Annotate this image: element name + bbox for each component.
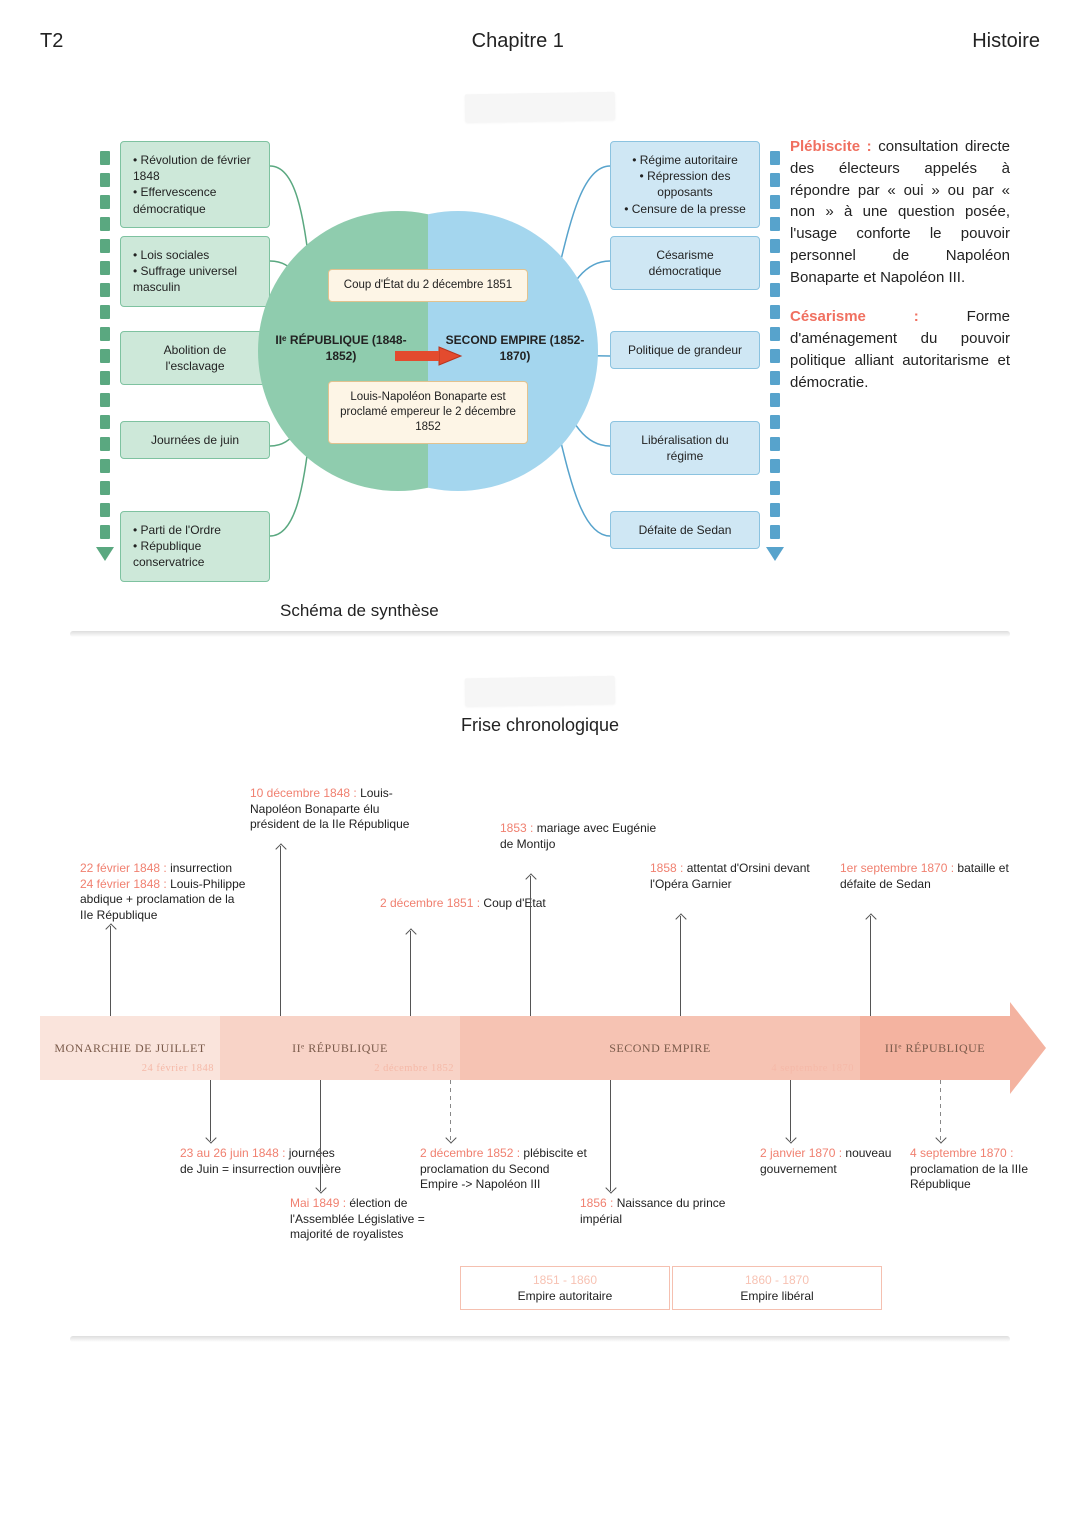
timeline-event: 1853 : mariage avec Eugénie de Montijo bbox=[500, 821, 670, 852]
event-connector bbox=[410, 931, 411, 1016]
frise-title: Frise chronologique bbox=[40, 715, 1040, 736]
event-connector bbox=[320, 1080, 321, 1191]
timeline-event: 1er septembre 1870 : bataille et défaite… bbox=[840, 861, 1010, 892]
timeline-event: 22 février 1848 : insurrection24 février… bbox=[80, 861, 250, 923]
event-connector bbox=[450, 1080, 451, 1141]
proclamation-box: Louis-Napoléon Bonaparte est proclamé em… bbox=[328, 381, 528, 444]
def-plebiscite: consultation directe des électeurs appel… bbox=[790, 138, 1010, 286]
divider-shadow bbox=[70, 631, 1010, 637]
timeline-event: 23 au 26 juin 1848 : journées de Juin = … bbox=[180, 1146, 350, 1177]
schema-diagram: Révolution de février 1848Effervescence … bbox=[40, 131, 1040, 621]
event-connector bbox=[790, 1080, 791, 1141]
timeline-segment: IIᵉ RÉPUBLIQUE2 décembre 1852 bbox=[220, 1016, 460, 1080]
divider-shadow-2 bbox=[70, 1336, 1010, 1342]
schema-caption: Schéma de synthèse bbox=[280, 601, 439, 621]
center-circle: IIᵉ RÉPUBLIQUE (1848-1852) SECOND EMPIRE… bbox=[258, 211, 598, 491]
event-connector bbox=[940, 1080, 941, 1141]
timeline-event: 2 décembre 1852 : plébiscite et proclama… bbox=[420, 1146, 590, 1193]
phase-box: 1851 - 1860Empire autoritaire bbox=[460, 1266, 670, 1310]
phase-box: 1860 - 1870Empire libéral bbox=[672, 1266, 882, 1310]
header-right: Histoire bbox=[972, 30, 1040, 53]
timeline-event: 1858 : attentat d'Orsini devant l'Opéra … bbox=[650, 861, 820, 892]
red-arrow-icon bbox=[393, 341, 463, 371]
header-left: T2 bbox=[40, 30, 63, 53]
timeline: MONARCHIE DE JUILLET24 février 1848IIᵉ R… bbox=[40, 766, 1040, 1326]
coup-etat-box: Coup d'État du 2 décembre 1851 bbox=[328, 269, 528, 302]
timeline-event: 2 janvier 1870 : nouveau gouvernement bbox=[760, 1146, 930, 1177]
event-connector bbox=[870, 916, 871, 1016]
timeline-segment: SECOND EMPIRE4 septembre 1870 bbox=[460, 1016, 860, 1080]
timeline-event: 2 décembre 1851 : Coup d'Etat bbox=[380, 896, 550, 912]
timeline-event: 4 septembre 1870 : proclamation de la II… bbox=[910, 1146, 1080, 1193]
definitions: Plébiscite : consultation directe des él… bbox=[790, 136, 1010, 411]
tape-decoration bbox=[465, 92, 615, 123]
term-cesarisme: Césarisme : bbox=[790, 308, 967, 325]
event-connector bbox=[680, 916, 681, 1016]
page-header: T2 Chapitre 1 Histoire bbox=[40, 30, 1040, 53]
timeline-segment: IIIᵉ RÉPUBLIQUE bbox=[860, 1016, 1010, 1080]
event-connector bbox=[210, 1080, 211, 1141]
event-connector bbox=[280, 846, 281, 1016]
term-plebiscite: Plébiscite : bbox=[790, 138, 878, 155]
tape-decoration-2 bbox=[465, 676, 615, 707]
event-connector bbox=[610, 1080, 611, 1191]
timeline-segment: MONARCHIE DE JUILLET24 février 1848 bbox=[40, 1016, 220, 1080]
timeline-event: 10 décembre 1848 : Louis-Napoléon Bonapa… bbox=[250, 786, 420, 833]
timeline-event: Mai 1849 : élection de l'Assemblée Légis… bbox=[290, 1196, 460, 1243]
timeline-arrowhead bbox=[1010, 1002, 1046, 1094]
timeline-bar: MONARCHIE DE JUILLET24 février 1848IIᵉ R… bbox=[40, 1016, 1010, 1080]
event-connector bbox=[530, 876, 531, 1016]
timeline-event: 1856 : Naissance du prince impérial bbox=[580, 1196, 750, 1227]
header-center: Chapitre 1 bbox=[472, 30, 564, 53]
event-connector bbox=[110, 926, 111, 1016]
